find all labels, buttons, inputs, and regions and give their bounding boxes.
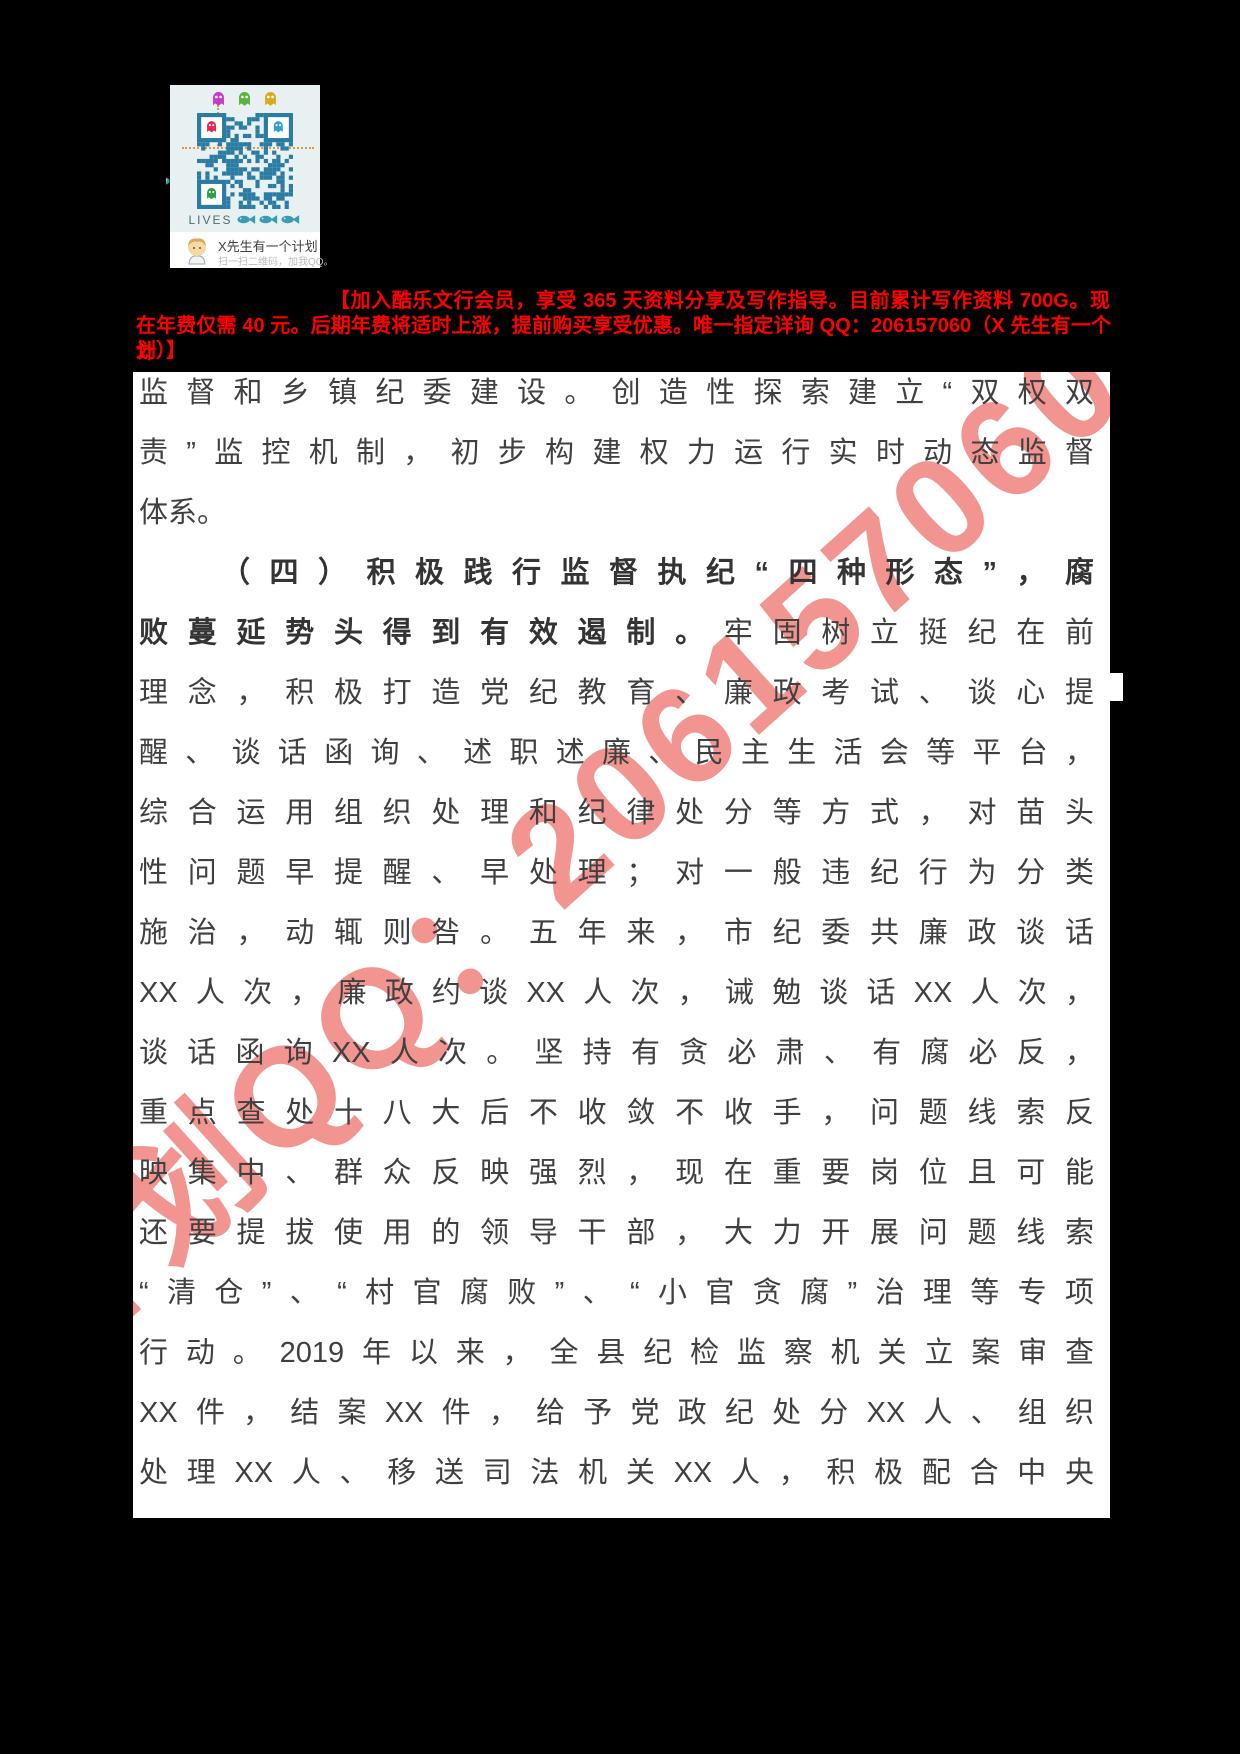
text-line: 败蔓延势头得到有效遏制。牢固树立挺纪在前 bbox=[139, 617, 1094, 649]
page-edge-tab bbox=[1108, 673, 1123, 701]
qr-card-footer: X先生有一个计划 扫一扫二维码，加我QQ。 bbox=[170, 232, 334, 270]
text-line: 理念，积极打造党纪教育、廉政考试、谈心提 bbox=[139, 677, 1094, 709]
ghost-icons-row bbox=[210, 90, 290, 113]
text-line: 性问题早提醒、早处理；对一般违纪行为分类 bbox=[139, 857, 1094, 889]
qr-code: LIVES bbox=[150, 85, 320, 232]
text-line: “清仓”、“村官腐败”、“小官贪腐”治理等专项 bbox=[139, 1277, 1094, 1309]
text-line: （四）积极践行监督执纪“四种形态”，腐 bbox=[221, 557, 1094, 589]
text-line: 处理XX人、移送司法机关XX人，积极配合中央 bbox=[139, 1457, 1094, 1489]
text-line: XX人次，廉政约谈XX人次，诫勉谈话XX人次， bbox=[139, 977, 1094, 1009]
brand-name: X先生有一个计划 bbox=[218, 239, 318, 254]
promo-line: 划）】 bbox=[136, 340, 186, 362]
text-line: 监督和乡镇纪委建设。创造性探索建立“双权双 bbox=[139, 377, 1094, 409]
text-line: 还要提拔使用的领导干部，大力开展问题线索 bbox=[139, 1217, 1094, 1249]
fish-icons bbox=[236, 211, 302, 228]
text-line: 醒、谈话函询、述职述廉、民主生活会等平台， bbox=[139, 737, 1094, 769]
mascot-avatar bbox=[182, 235, 212, 270]
text-line: 体系。 bbox=[139, 497, 227, 529]
lives-label: LIVES bbox=[188, 212, 233, 227]
text-line: XX件，结案XX件，给予党政纪处分XX人、组织 bbox=[139, 1397, 1094, 1429]
brand-tagline: 扫一扫二维码，加我QQ。 bbox=[218, 257, 334, 268]
text-line: 重点查处十八大后不收敛不收手，问题线索反 bbox=[139, 1097, 1094, 1129]
promo-line: 【加入酷乐文行会员，享受 365 天资料分享及写作指导。目前累计写作资料 700… bbox=[330, 290, 1110, 312]
qr-pattern bbox=[197, 113, 293, 214]
text-line: 谈话函询XX人次。坚持有贪必肃、有腐必反， bbox=[139, 1037, 1094, 1069]
document-page: X先生有一个计划QQ：206157060 监督和乡镇纪委建设。创造性探索建立“双… bbox=[133, 372, 1110, 1518]
text-line: 责”监控机制，初步构建权力运行实时动态监督 bbox=[139, 437, 1094, 469]
fish-icon bbox=[150, 173, 192, 194]
qr-contact-card: LIVES X先生有一个计划 扫一扫二维码，加我QQ。 bbox=[150, 85, 334, 270]
text-line: 施治，动辄则咎。五年来，市纪委共廉政谈话 bbox=[139, 917, 1094, 949]
lives-row: LIVES bbox=[170, 211, 320, 231]
document-body: 监督和乡镇纪委建设。创造性探索建立“双权双 责”监控机制，初步构建权力运行实时动态… bbox=[133, 372, 1110, 1503]
promo-line: 在年费仅需 40 元。后期年费将适时上涨，提前购买享受优惠。唯一指定详询 QQ：… bbox=[136, 315, 1111, 363]
text-line: 行动。2019年以来，全县纪检监察机关立案审查 bbox=[139, 1337, 1094, 1369]
text-line: 映集中、群众反映强烈，现在重要岗位且可能 bbox=[139, 1157, 1094, 1189]
text-line: 综合运用组织处理和纪律处分等方式，对苗头 bbox=[139, 797, 1094, 829]
